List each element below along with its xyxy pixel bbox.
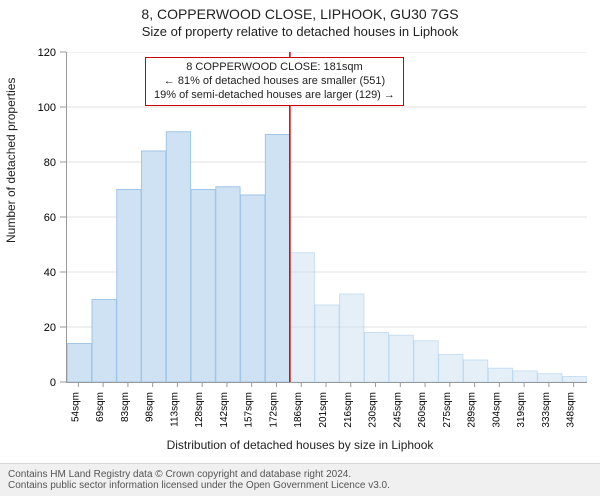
x-tick-label: 186sqm bbox=[293, 392, 304, 428]
bar bbox=[488, 368, 512, 382]
annotation-box: 8 COPPERWOOD CLOSE: 181sqm ← 81% of deta… bbox=[145, 57, 404, 106]
y-tick-label: 80 bbox=[44, 157, 56, 169]
bar bbox=[241, 195, 265, 382]
x-tick-label: 348sqm bbox=[566, 392, 577, 428]
bar bbox=[513, 371, 537, 382]
x-axis-label: Distribution of detached houses by size … bbox=[0, 438, 600, 452]
bar bbox=[166, 132, 190, 382]
x-tick-label: 172sqm bbox=[268, 392, 279, 428]
bar bbox=[92, 300, 116, 383]
x-tick-label: 69sqm bbox=[95, 392, 106, 422]
footer-line-2: Contains public sector information licen… bbox=[8, 480, 592, 491]
y-tick-label: 20 bbox=[44, 322, 56, 334]
x-tick-label: 230sqm bbox=[368, 392, 379, 428]
bar bbox=[290, 253, 314, 382]
y-tick-label: 120 bbox=[38, 47, 56, 59]
bar bbox=[142, 151, 166, 382]
annotation-line-1: 8 COPPERWOOD CLOSE: 181sqm bbox=[154, 61, 395, 75]
bar bbox=[414, 341, 438, 382]
x-tick-label: 113sqm bbox=[169, 392, 180, 427]
x-tick-label: 245sqm bbox=[392, 392, 403, 428]
x-tick-label: 54sqm bbox=[70, 392, 81, 422]
x-tick-label: 319sqm bbox=[516, 392, 527, 428]
x-tick-label: 142sqm bbox=[219, 392, 230, 428]
x-tick-label: 83sqm bbox=[120, 392, 131, 422]
x-tick-label: 304sqm bbox=[491, 392, 502, 428]
bar bbox=[67, 344, 91, 383]
y-tick-label: 100 bbox=[38, 102, 56, 114]
x-tick-label: 289sqm bbox=[467, 392, 478, 428]
chart-container: 8, COPPERWOOD CLOSE, LIPHOOK, GU30 7GS S… bbox=[0, 0, 600, 500]
bar bbox=[265, 135, 289, 383]
annotation-line-2: ← 81% of detached houses are smaller (55… bbox=[154, 75, 395, 89]
x-tick-label: 98sqm bbox=[145, 392, 156, 422]
x-tick-label: 157sqm bbox=[244, 392, 255, 428]
bar bbox=[364, 333, 388, 383]
bar bbox=[340, 294, 364, 382]
bar bbox=[117, 190, 141, 383]
x-tick-label: 333sqm bbox=[541, 392, 552, 428]
chart-title: 8, COPPERWOOD CLOSE, LIPHOOK, GU30 7GS bbox=[0, 0, 600, 22]
x-tick-label: 275sqm bbox=[442, 392, 453, 428]
x-tick-label: 260sqm bbox=[417, 392, 428, 428]
bar bbox=[315, 305, 339, 382]
x-tick-label: 128sqm bbox=[194, 392, 205, 428]
y-tick-label: 40 bbox=[44, 267, 56, 279]
bar bbox=[216, 187, 240, 382]
bar bbox=[439, 355, 463, 383]
chart-subtitle: Size of property relative to detached ho… bbox=[0, 22, 600, 39]
bar bbox=[389, 335, 413, 382]
bar bbox=[538, 374, 562, 382]
footer-line-1: Contains HM Land Registry data © Crown c… bbox=[8, 469, 592, 480]
x-tick-label: 201sqm bbox=[318, 392, 329, 428]
footer: Contains HM Land Registry data © Crown c… bbox=[0, 463, 600, 496]
annotation-line-3: 19% of semi-detached houses are larger (… bbox=[154, 89, 395, 103]
bar bbox=[463, 360, 487, 382]
x-tick-label: 216sqm bbox=[343, 392, 354, 428]
bar bbox=[191, 190, 215, 383]
y-tick-label: 60 bbox=[44, 212, 56, 224]
y-ticks: 020406080100120 bbox=[0, 47, 66, 387]
